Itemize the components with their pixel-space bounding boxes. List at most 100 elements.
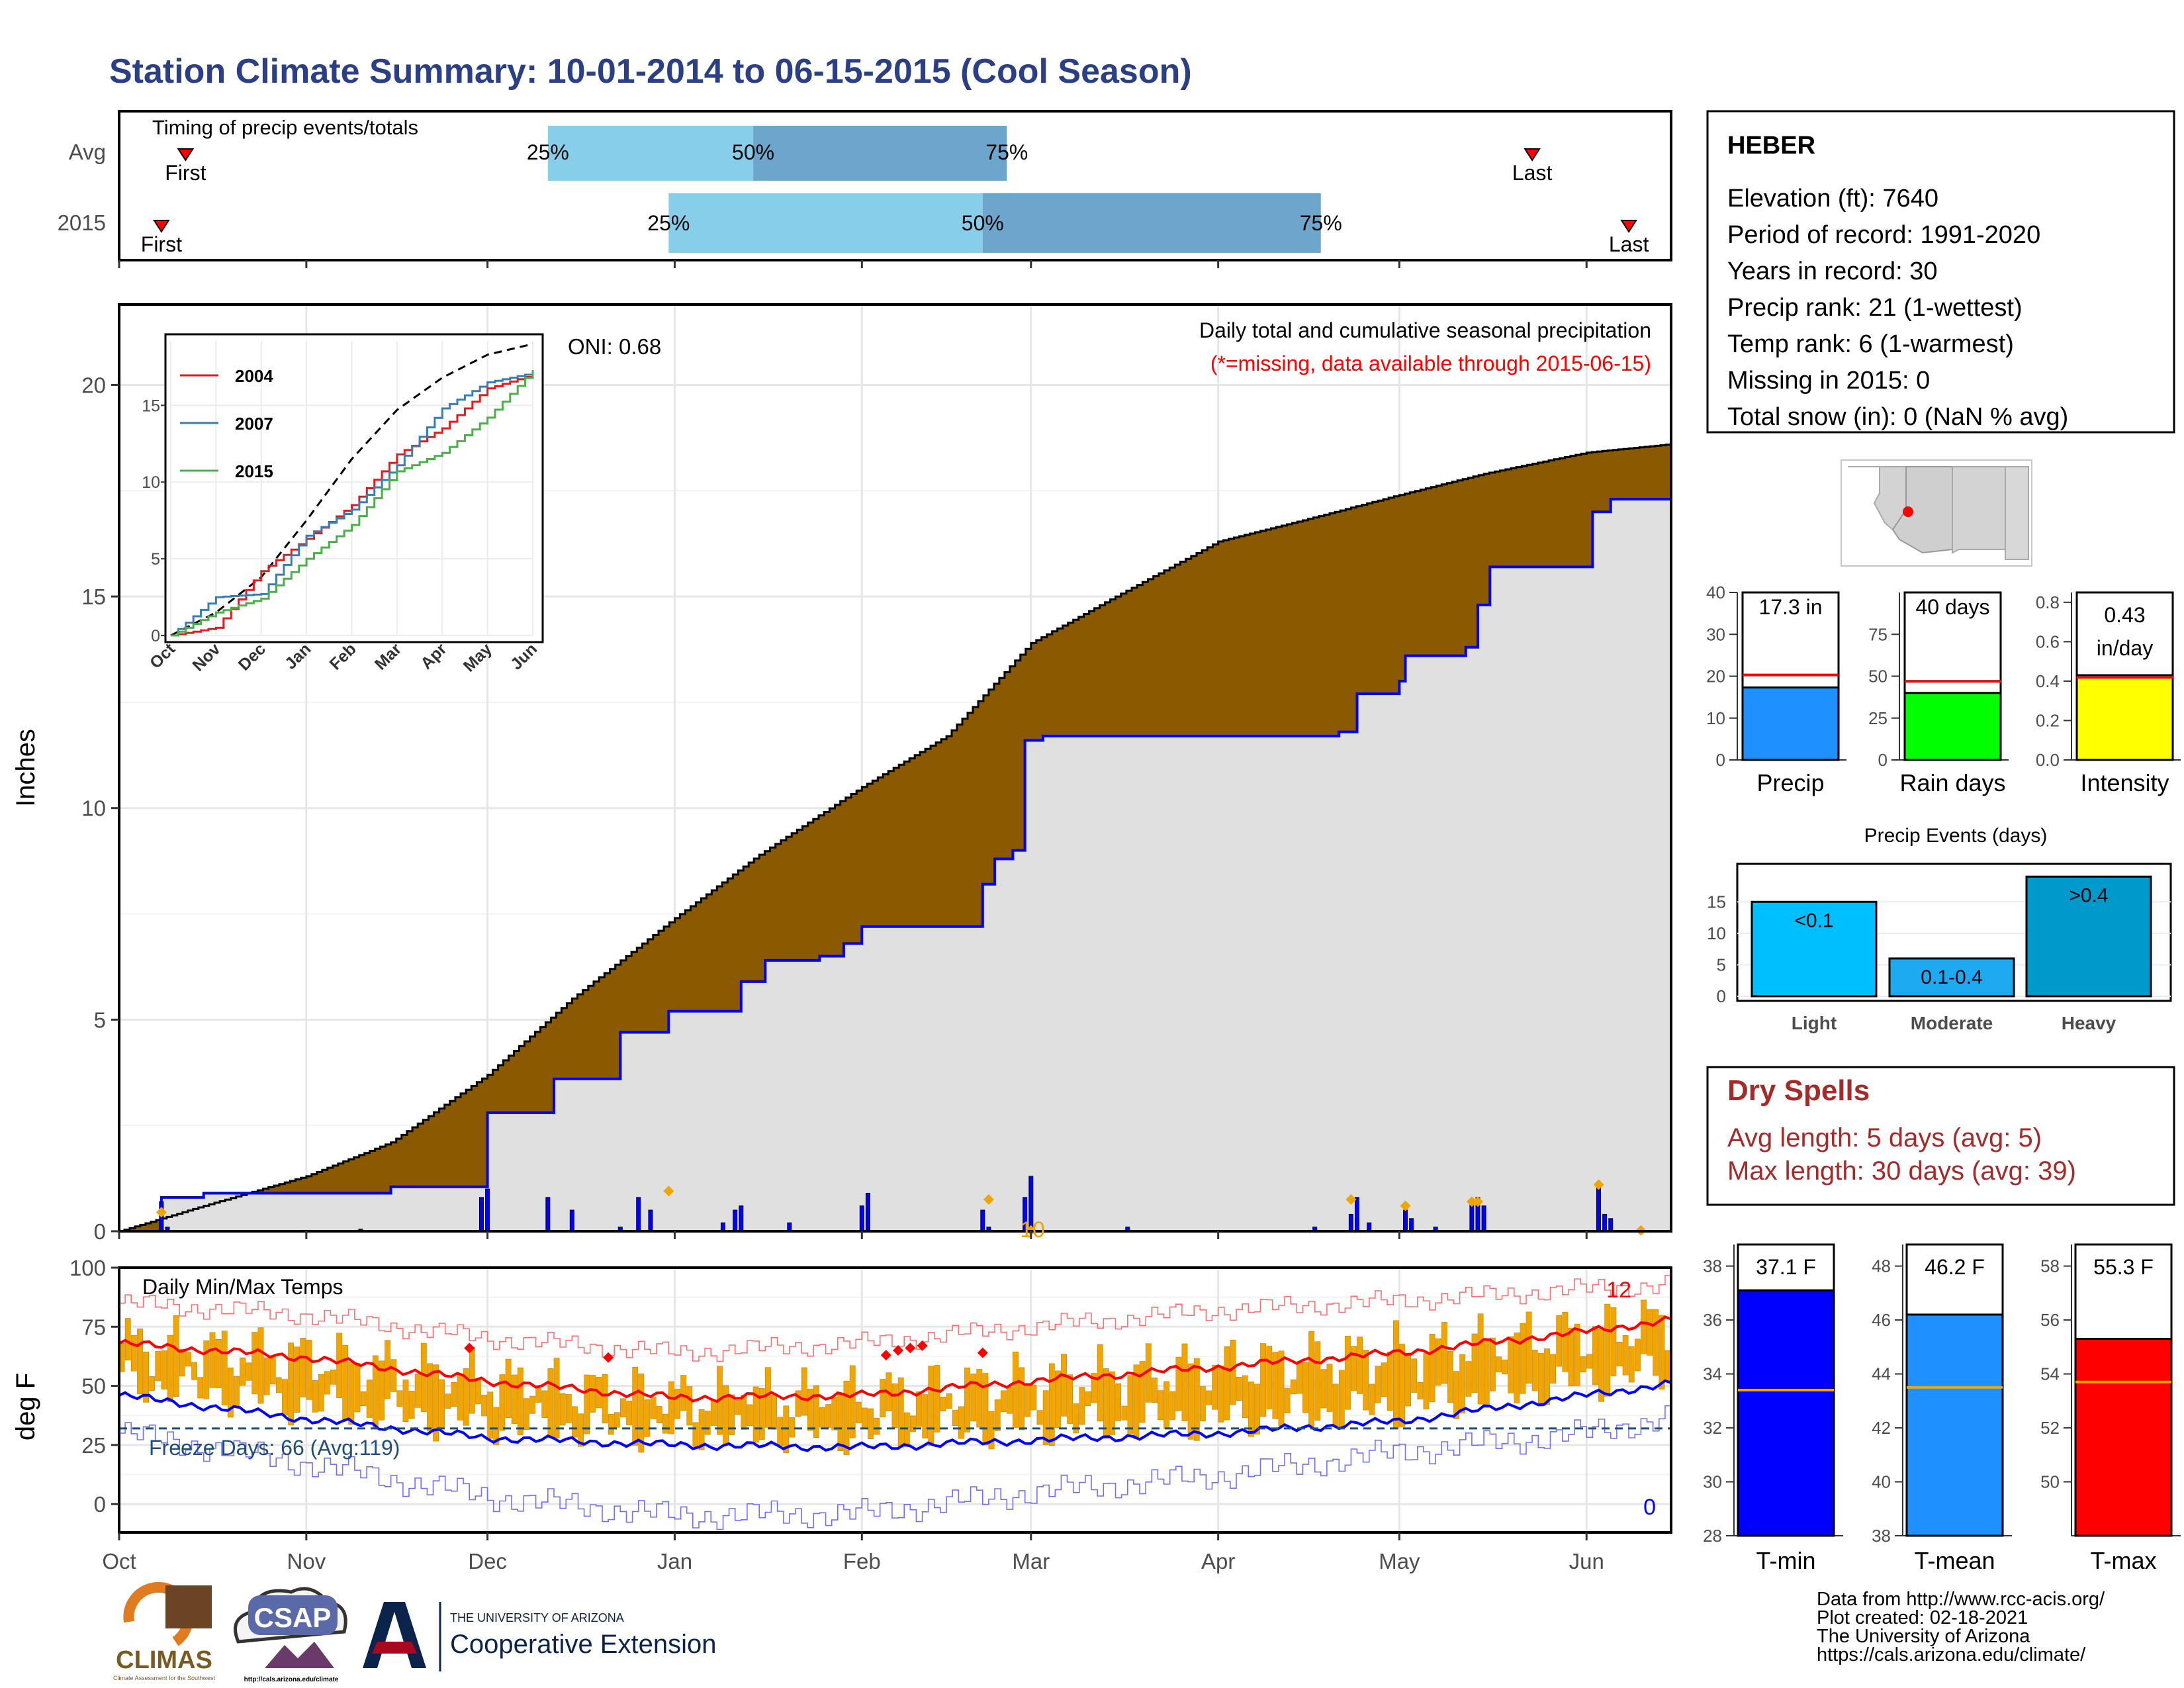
daily-temp-range-bar: [970, 1374, 977, 1422]
daily-temp-range-bar: [1007, 1386, 1013, 1414]
daily-temp-range-bar: [1647, 1309, 1653, 1356]
csap-mountain-icon: [265, 1642, 334, 1668]
daily-temp-range-bar: [1158, 1390, 1163, 1421]
daily-temp-range-bar: [1115, 1383, 1122, 1421]
daily-temp-range-bar: [638, 1373, 645, 1453]
record-high-marker-icon: [893, 1345, 904, 1356]
daily-temp-range-bar: [1163, 1381, 1170, 1429]
daily-temp-range-bar: [686, 1386, 693, 1426]
station-detail-line: Missing in 2015: 0: [1727, 367, 1930, 395]
daily-temp-range-bar: [1345, 1336, 1351, 1410]
daily-temp-range-bar: [650, 1397, 657, 1419]
daily-temp-range-bar: [1242, 1375, 1248, 1419]
side-bar-y-tick: 20: [1706, 667, 1725, 686]
daily-temp-range-bar: [336, 1333, 343, 1399]
daily-temp-range-bar: [342, 1344, 349, 1420]
daily-precip-bar: [636, 1197, 641, 1232]
daily-temp-range-bar: [197, 1377, 204, 1399]
daily-temp-range-bar: [1152, 1378, 1158, 1403]
timing-bar-25-50: [668, 193, 983, 253]
daily-temp-range-bar: [1659, 1315, 1665, 1390]
events-y-tick: 5: [1717, 955, 1726, 974]
inset-line-avg: [170, 343, 533, 637]
precip-y-tick: 10: [81, 796, 106, 821]
daily-temp-range-bar: [964, 1368, 970, 1432]
dry-spells-max: Max length: 30 days (avg: 39): [1727, 1156, 2076, 1186]
daily-precip-bar: [739, 1205, 744, 1232]
temp-summary-bars: 28 30 32 34 36 38 37.1 F T-min 38 40 42 44 46 48 46.2 …: [1703, 1243, 2181, 1574]
daily-temp-range-bar: [868, 1408, 874, 1439]
daily-temp-range-bar: [1441, 1322, 1447, 1384]
daily-temp-range-bar: [227, 1368, 234, 1418]
daily-precip-bar: [545, 1197, 551, 1232]
daily-temp-range-bar: [1230, 1339, 1236, 1405]
inset-y-tick: 5: [151, 550, 160, 569]
daily-temp-range-bar: [1248, 1382, 1254, 1437]
daily-temp-range-bar: [185, 1352, 191, 1367]
daily-temp-range-bar: [1477, 1313, 1484, 1405]
daily-temp-range-bar: [414, 1374, 421, 1408]
side-bar-y-tick: 0: [1878, 750, 1888, 770]
daily-temp-range-bar: [843, 1381, 850, 1456]
ua-extension-logo: THE UNIVERSITY OF ARIZONA Cooperative Ex…: [363, 1602, 716, 1671]
daily-temp-range-bar: [946, 1393, 952, 1409]
daily-temp-range-bar: [880, 1379, 886, 1418]
inset-legend-label: 2015: [235, 461, 273, 481]
events-bar-label: >0.4: [2069, 884, 2108, 906]
daily-precip-bar: [569, 1209, 574, 1232]
csap-logo: CSAP http://cals.arizona.edu/climate: [234, 1587, 347, 1683]
daily-temp-range-bar: [1525, 1311, 1532, 1384]
temp-bar-y-tick: 54: [2040, 1364, 2060, 1384]
daily-temp-range-bar: [161, 1350, 167, 1389]
daily-temp-range-bar: [1616, 1342, 1623, 1367]
daily-temp-range-bar: [1000, 1390, 1007, 1413]
daily-temp-range-bar: [1556, 1315, 1563, 1367]
daily-temp-range-bar: [511, 1374, 518, 1424]
daily-temp-range-bar: [1326, 1364, 1333, 1412]
daily-temp-range-bar: [1266, 1346, 1273, 1409]
temp-bar-value-t-min: [1737, 1289, 1835, 1537]
timing-pct-label: 50%: [732, 140, 774, 164]
daily-temp-range-bar: [1628, 1346, 1635, 1383]
daily-temp-range-bar: [765, 1367, 771, 1428]
daily-temp-range-bar: [958, 1406, 964, 1439]
temp-bar-y-tick: 50: [2040, 1472, 2060, 1492]
daily-temp-range-bar: [354, 1362, 361, 1413]
side-bar-value-unit: in/day: [2097, 636, 2153, 660]
daily-temp-range-bar: [463, 1368, 469, 1426]
daily-temp-range-bar: [1363, 1350, 1369, 1411]
climas-logo: CLIMAS Climate Assessment for the Southw…: [113, 1581, 216, 1681]
temp-bar-category-label: T-max: [2090, 1547, 2156, 1574]
dry-spells-title: Dry Spells: [1727, 1074, 1870, 1107]
climas-subtitle: Climate Assessment for the Southwest: [113, 1675, 216, 1681]
temp-bar-y-tick: 40: [1872, 1472, 1891, 1492]
temp-bar-category-label: T-mean: [1914, 1547, 1995, 1574]
daily-precip-bar: [648, 1209, 653, 1232]
daily-temp-range-bar: [988, 1411, 995, 1450]
daily-temp-range-bar: [203, 1340, 210, 1399]
daily-temp-range-bar: [1514, 1333, 1520, 1403]
side-bar-value-precip: [1741, 686, 1840, 761]
missing-day-marker-icon: [1400, 1200, 1411, 1211]
daily-temp-range-bar: [282, 1379, 288, 1416]
temp-bar-y-tick: 36: [1703, 1310, 1722, 1330]
daily-temp-range-bar: [1580, 1356, 1586, 1373]
daily-temp-range-bar: [994, 1399, 1001, 1431]
side-bar-y-tick: 0.2: [2036, 710, 2060, 730]
daily-temp-range-bar: [1254, 1383, 1260, 1434]
daily-temp-range-bar: [300, 1338, 306, 1397]
precip-events-chart: Precip Events (days) 0 5 10 15 <0.1 Light 0.1-…: [1707, 825, 2172, 1033]
timing-last-label: Last: [1512, 161, 1553, 185]
ua-a-icon: [363, 1602, 426, 1668]
daily-temp-range-bar: [324, 1371, 330, 1395]
station-box: HEBER Elevation (ft): 7640 Period of reco…: [1706, 110, 2175, 434]
side-bar-y-tick: 75: [1868, 624, 1888, 644]
daily-temp-range-bar: [149, 1376, 156, 1391]
missing-day-marker-icon: [1593, 1179, 1604, 1190]
side-bar-y-tick: 0.0: [2036, 750, 2060, 770]
daily-temp-range-bar: [1091, 1373, 1097, 1403]
daily-temp-range-bar: [1073, 1403, 1079, 1434]
precip-y-tick: 0: [94, 1219, 106, 1244]
side-bar-y-tick: 0.4: [2036, 671, 2060, 691]
daily-temp-range-bar: [1042, 1390, 1049, 1445]
